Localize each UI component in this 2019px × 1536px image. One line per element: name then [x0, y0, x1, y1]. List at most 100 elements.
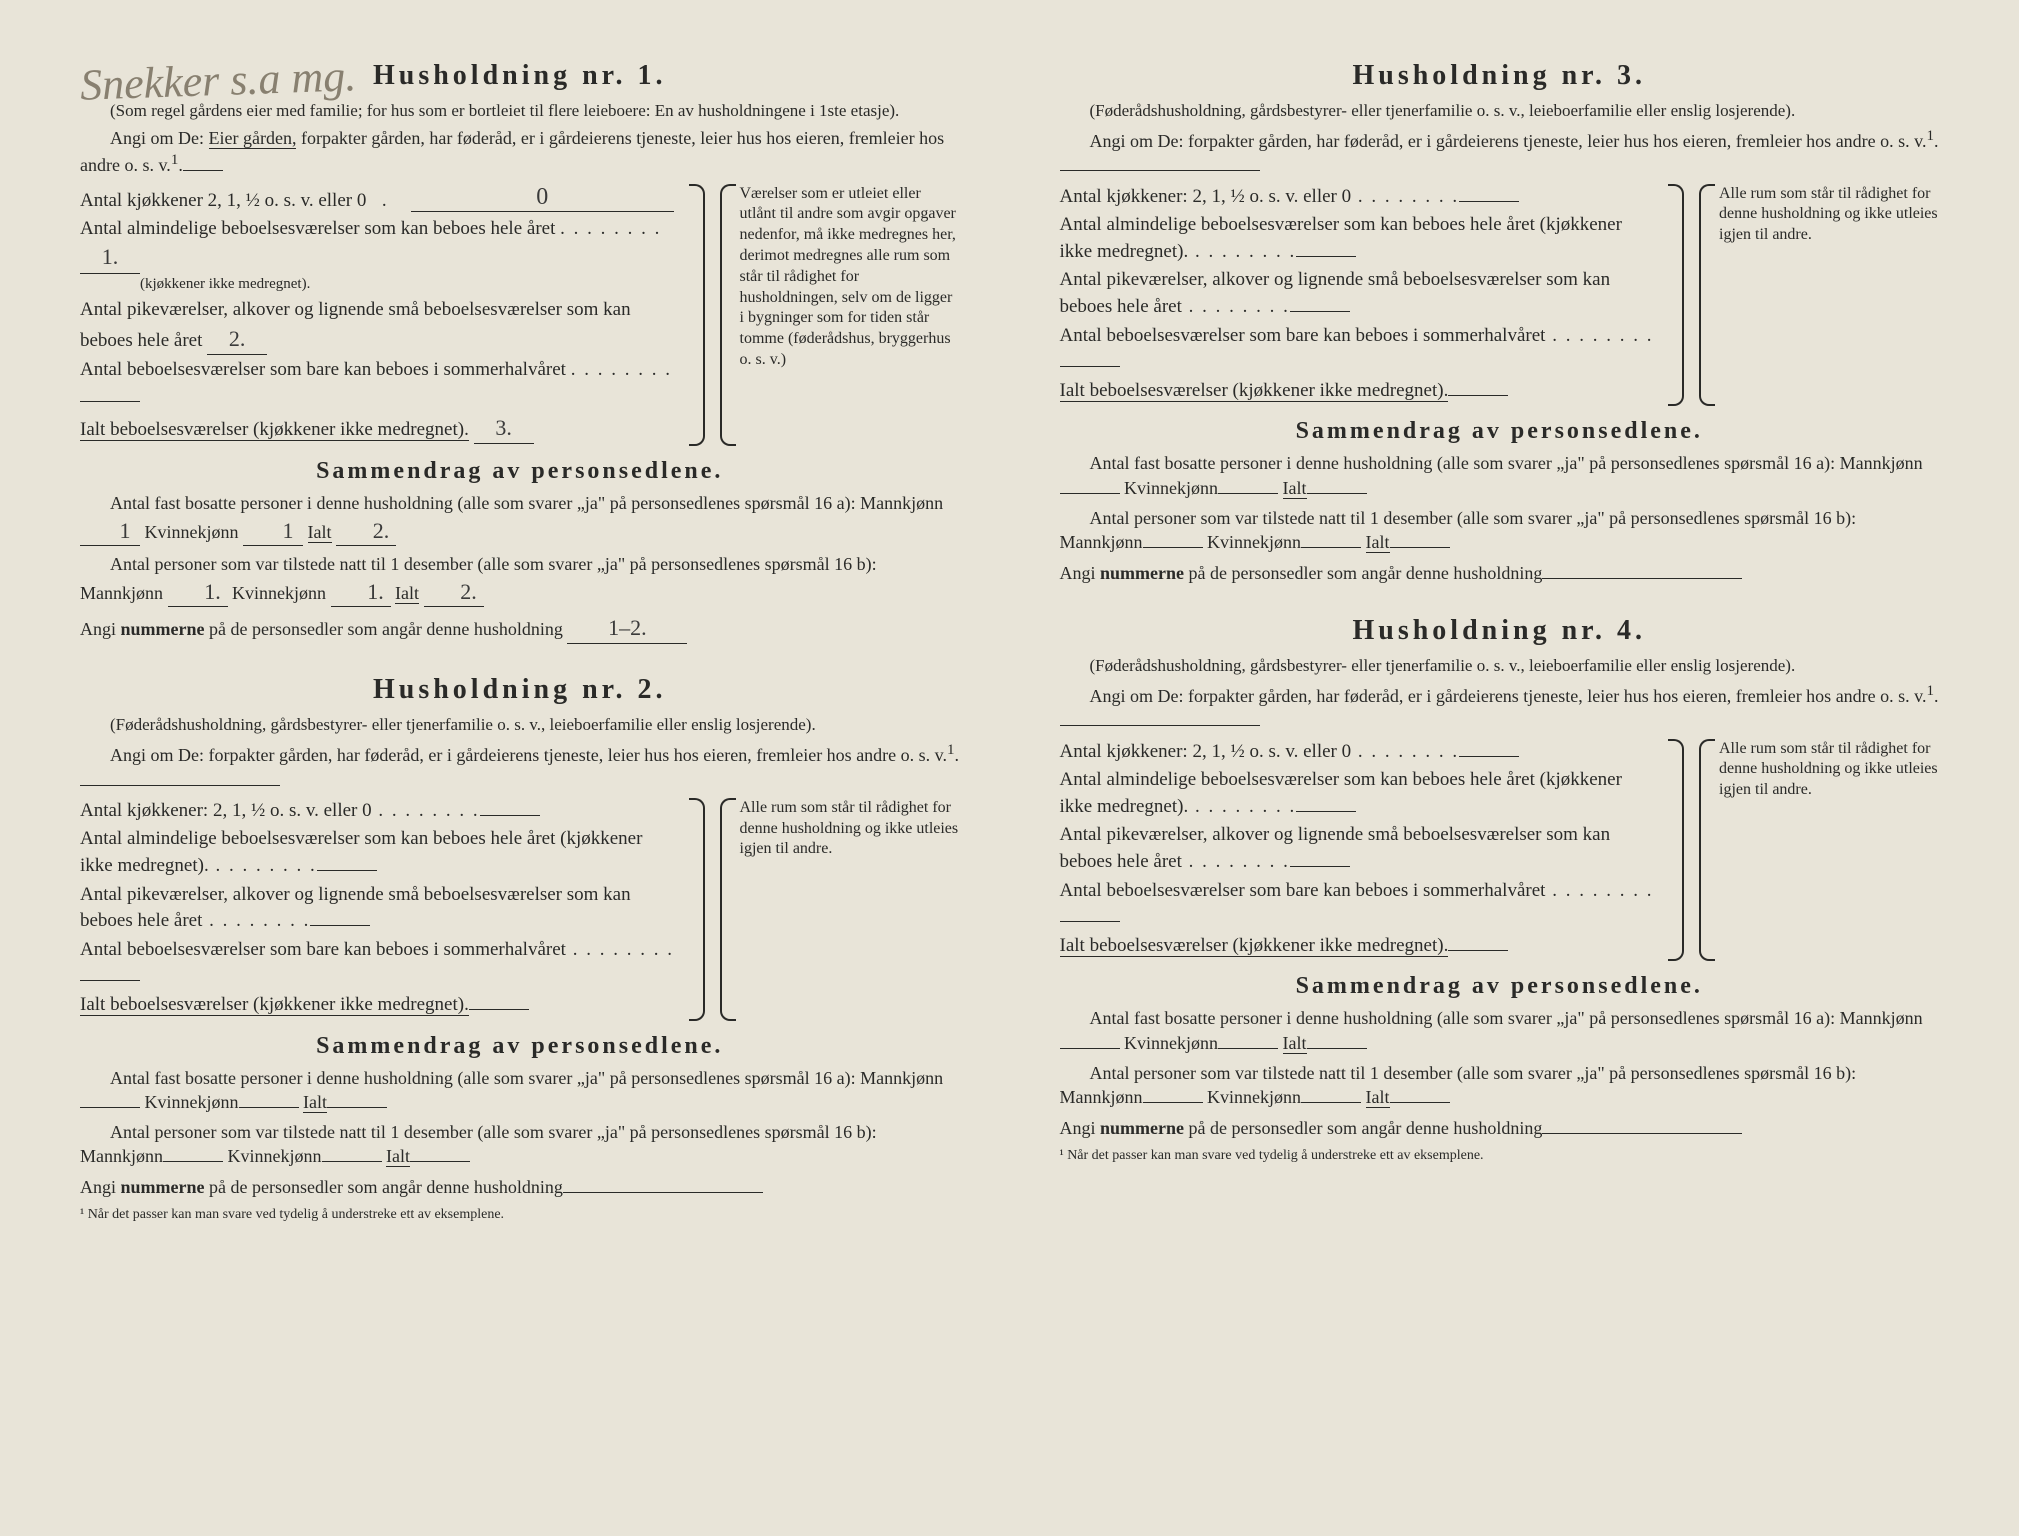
h3-title: Husholdning nr. 3. [1060, 60, 1940, 92]
h2-p16b-ialt-label: Ialt [386, 1146, 410, 1167]
h1-p16b-ialt: 2. [424, 577, 484, 608]
h1-angi: Angi om De: Eier gården, forpakter gårde… [80, 126, 960, 178]
h2-p16a-ialt-label: Ialt [303, 1092, 327, 1113]
h4-fields-block: Antal kjøkkener: 2, 1, ½ o. s. v. eller … [1060, 739, 1940, 962]
h3-sommer: Antal beboelsesværelser som bare kan beb… [1060, 325, 1546, 346]
h2-ialt: Ialt beboelsesværelser (kjøkkener ikke m… [80, 994, 469, 1016]
h2-pike: Antal pikeværelser, alkover og lignende … [80, 884, 631, 932]
h4-p16a-k-label: Kvinnekjønn [1124, 1033, 1218, 1053]
h1-p16b: Antal personer som var tilstede natt til… [80, 552, 960, 607]
h4-side-note: Alle rum som står til rådighet for denne… [1699, 739, 1939, 962]
h1-num-val: 1–2. [567, 613, 687, 644]
h2-kjokkener: Antal kjøkkener: 2, 1, ½ o. s. v. eller … [80, 800, 372, 821]
page-right: Husholdning nr. 3. (Føderådshusholdning,… [1010, 40, 1990, 1496]
h3-p16b-k-label: Kvinnekjønn [1207, 532, 1301, 552]
h4-alm: Antal almindelige beboelsesværelser som … [1060, 769, 1622, 817]
h4-p16b-ialt-label: Ialt [1366, 1087, 1390, 1108]
h3-p16a-intro: Antal fast bosatte personer i denne hush… [1090, 453, 1923, 473]
h1-ialt-label: Ialt beboelsesværelser (kjøkkener ikke m… [80, 419, 469, 441]
h4-p16b-intro: Antal personer som var tilstede natt til… [1060, 1063, 1857, 1107]
h2-subtitle: (Føderådshusholdning, gårdsbestyrer- ell… [80, 714, 960, 736]
h2-p16a: Antal fast bosatte personer i denne hush… [80, 1066, 960, 1115]
h2-footnote: ¹ Når det passer kan man svare ved tydel… [80, 1207, 960, 1223]
h4-ialt: Ialt beboelsesværelser (kjøkkener ikke m… [1060, 935, 1449, 957]
h4-sammendrag-title: Sammendrag av personsedlene. [1060, 973, 1940, 1000]
h1-sommer-label: Antal beboelsesværelser som bare kan beb… [80, 359, 566, 380]
h3-p16a-ialt-label: Ialt [1283, 478, 1307, 499]
h4-p16a-ialt-label: Ialt [1283, 1033, 1307, 1054]
h3-p16b-ialt-label: Ialt [1366, 532, 1390, 553]
h2-sammendrag-title: Sammendrag av personsedlene. [80, 1033, 960, 1060]
h1-p16a-ialt: 2. [336, 516, 396, 547]
h1-p16b-k-label: Kvinnekjønn [232, 583, 326, 603]
h4-kjokkener: Antal kjøkkener: 2, 1, ½ o. s. v. eller … [1060, 741, 1352, 762]
h2-angi-text: Angi om De: forpakter gården, har føderå… [110, 745, 947, 765]
h4-p16b-k-label: Kvinnekjønn [1207, 1087, 1301, 1107]
page-left: Snekker s.a mg. Husholdning nr. 1. (Som … [30, 40, 1010, 1496]
h1-p16b-m: 1. [168, 577, 228, 608]
h4-p16a: Antal fast bosatte personer i denne hush… [1060, 1006, 1940, 1055]
h2-side-note: Alle rum som står til rådighet for denne… [720, 798, 960, 1021]
h1-num-pre: Angi [80, 619, 121, 639]
h3-kjokkener: Antal kjøkkener: 2, 1, ½ o. s. v. eller … [1060, 186, 1352, 207]
h1-nummerne: Angi nummerne på de personsedler som ang… [80, 613, 960, 644]
h3-nummerne: Angi nummerne på de personsedler som ang… [1060, 561, 1940, 585]
h4-p16a-intro: Antal fast bosatte personer i denne hush… [1090, 1008, 1923, 1028]
section-h4: Husholdning nr. 4. (Føderådshusholdning,… [1060, 615, 1940, 1164]
h4-title: Husholdning nr. 4. [1060, 615, 1940, 647]
h1-sammendrag-title: Sammendrag av personsedlene. [80, 458, 960, 485]
h2-p16b-intro: Antal personer som var tilstede natt til… [80, 1122, 877, 1166]
h2-angi: Angi om De: forpakter gården, har føderå… [80, 740, 960, 792]
h1-p16b-k: 1. [331, 577, 391, 608]
h2-title: Husholdning nr. 2. [80, 674, 960, 706]
h1-alm-label: Antal almindelige beboelsesværelser som … [80, 218, 555, 239]
h1-p16a: Antal fast bosatte personer i denne hush… [80, 491, 960, 546]
h3-subtitle: (Føderådshusholdning, gårdsbestyrer- ell… [1060, 100, 1940, 122]
h4-subtitle: (Føderådshusholdning, gårdsbestyrer- ell… [1060, 655, 1940, 677]
h4-nummerne: Angi nummerne på de personsedler som ang… [1060, 1116, 1940, 1140]
h3-sammendrag-title: Sammendrag av personsedlene. [1060, 418, 1940, 445]
h1-ialt-val: 3. [474, 413, 534, 445]
h4-angi-text: Angi om De: forpakter gården, har føderå… [1090, 686, 1927, 706]
h1-p16a-intro: Antal fast bosatte personer i denne hush… [110, 493, 943, 513]
section-h2: Husholdning nr. 2. (Føderådshusholdning,… [80, 674, 960, 1223]
section-h1: Husholdning nr. 1. (Som regel gårdens ei… [80, 60, 960, 644]
h3-angi-text: Angi om De: forpakter gården, har føderå… [1090, 131, 1927, 151]
h1-p16a-ialt-label: Ialt [308, 522, 332, 543]
h1-alm-sub: (kjøkkener ikke medregnet). [140, 274, 680, 295]
h1-num-rest: på de personsedler som angår denne husho… [209, 619, 563, 639]
h2-p16b-k-label: Kvinnekjønn [228, 1146, 322, 1166]
h3-p16a-k-label: Kvinnekjønn [1124, 478, 1218, 498]
h3-pike: Antal pikeværelser, alkover og lignende … [1060, 269, 1611, 317]
h2-fields-block: Antal kjøkkener: 2, 1, ½ o. s. v. eller … [80, 798, 960, 1021]
h2-p16b: Antal personer som var tilstede natt til… [80, 1120, 960, 1169]
h1-kjokkener-val: 0 [411, 184, 673, 212]
h3-alm: Antal almindelige beboelsesværelser som … [1060, 214, 1622, 262]
h1-sommer-val [80, 401, 140, 402]
h2-nummerne: Angi nummerne på de personsedler som ang… [80, 1175, 960, 1199]
h1-p16a-m: 1 [80, 516, 140, 547]
h3-p16a: Antal fast bosatte personer i denne hush… [1060, 451, 1940, 500]
h1-p16a-k: 1 [243, 516, 303, 547]
section-h3: Husholdning nr. 3. (Føderådshusholdning,… [1060, 60, 1940, 585]
h1-kjokkener-label: Antal kjøkkener 2, 1, ½ o. s. v. eller 0 [80, 190, 366, 212]
h3-ialt: Ialt beboelsesværelser (kjøkkener ikke m… [1060, 380, 1449, 402]
h1-angi-pre: Angi om De: [110, 128, 209, 148]
h3-fields-block: Antal kjøkkener: 2, 1, ½ o. s. v. eller … [1060, 184, 1940, 407]
h4-angi: Angi om De: forpakter gården, har føderå… [1060, 681, 1940, 733]
h1-fields-block: Antal kjøkkener 2, 1, ½ o. s. v. eller 0… [80, 184, 960, 447]
h3-angi: Angi om De: forpakter gården, har føderå… [1060, 126, 1940, 178]
h3-side-note: Alle rum som står til rådighet for denne… [1699, 184, 1939, 407]
h1-pike-val: 2. [207, 324, 267, 356]
h1-angi-underlined: Eier gården, [209, 128, 297, 149]
h3-p16b: Antal personer som var tilstede natt til… [1060, 506, 1940, 555]
h2-p16a-intro: Antal fast bosatte personer i denne hush… [110, 1068, 943, 1088]
h1-pike-label: Antal pikeværelser, alkover og lignende … [80, 299, 631, 351]
h1-num-bold: nummerne [121, 619, 205, 639]
h4-footnote: ¹ Når det passer kan man svare ved tydel… [1060, 1148, 1940, 1164]
handwritten-note: Snekker s.a mg. [79, 50, 357, 111]
h4-pike: Antal pikeværelser, alkover og lignende … [1060, 824, 1611, 872]
h2-sommer: Antal beboelsesværelser som bare kan beb… [80, 939, 566, 960]
h1-side-note: Værelser som er utleiet eller utlånt til… [720, 184, 960, 447]
h1-p16a-k-label: Kvinnekjønn [145, 522, 239, 542]
